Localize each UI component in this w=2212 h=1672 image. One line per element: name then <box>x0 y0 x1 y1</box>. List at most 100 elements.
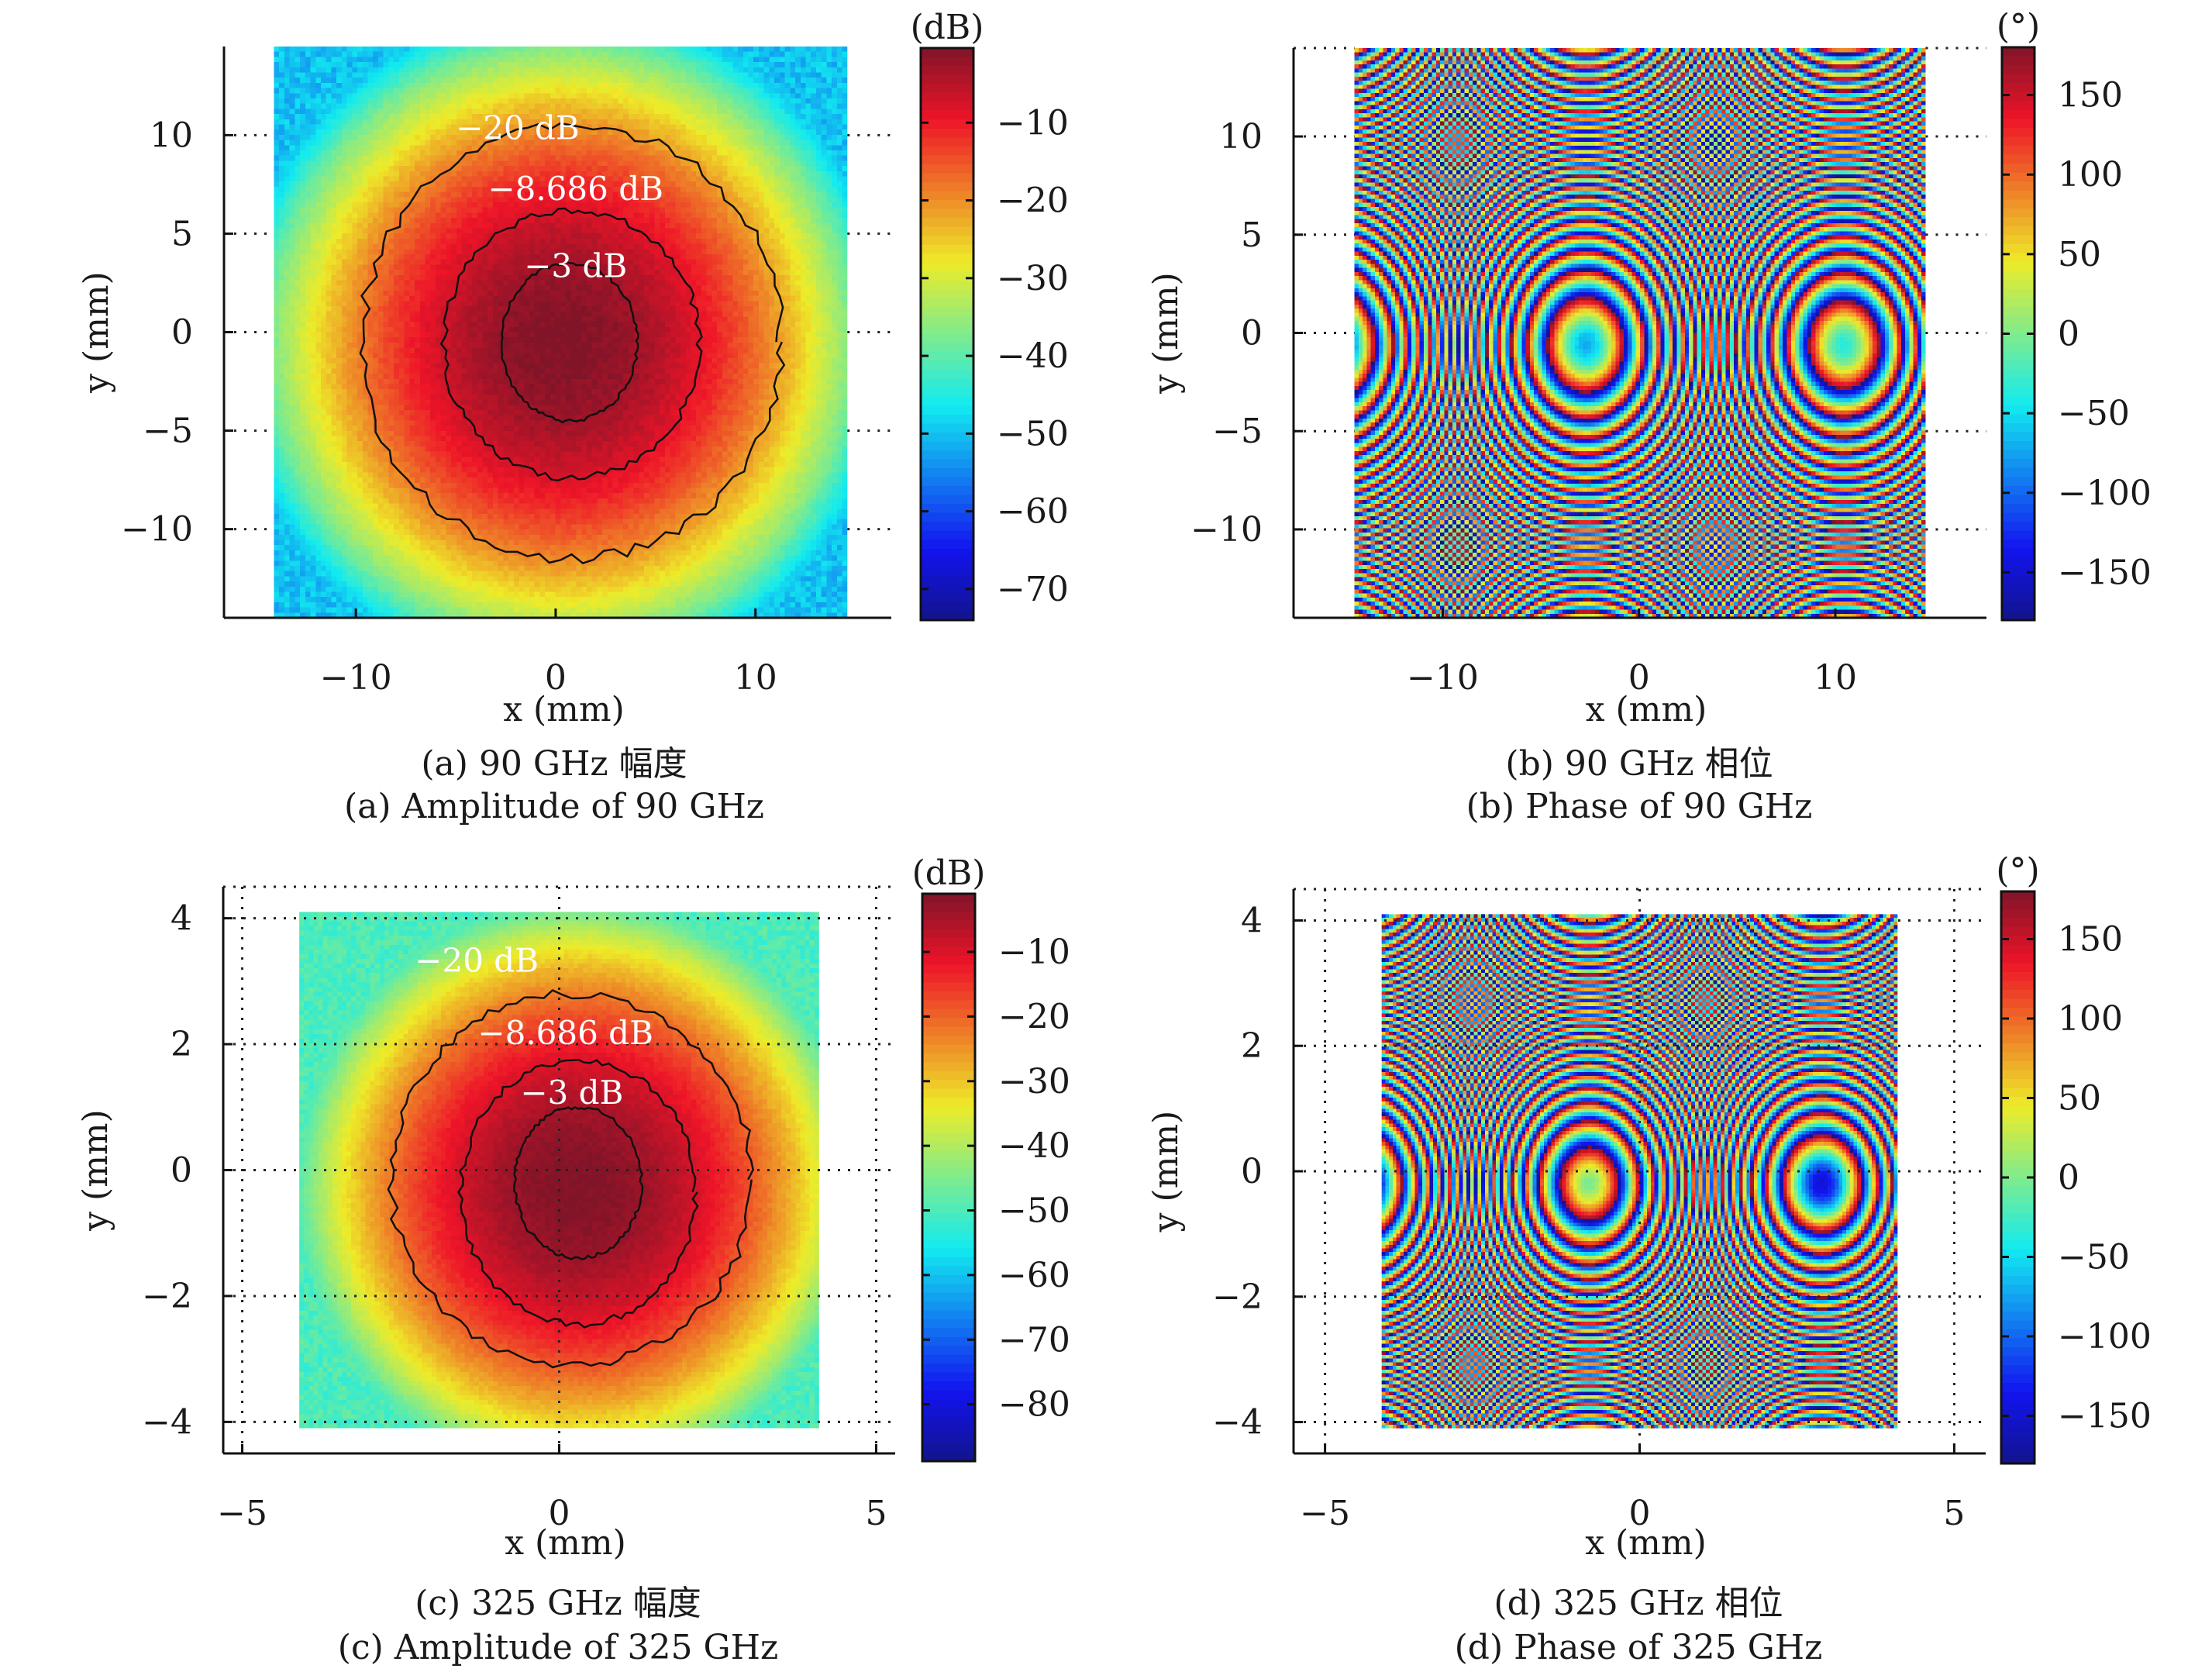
contour-label: −3 dB <box>520 1074 623 1112</box>
colorbar-tick-label: −30 <box>998 1062 1070 1101</box>
y-tick-label: 5 <box>1241 215 1263 255</box>
caption-english: (b) Phase of 90 GHz <box>1466 787 1813 826</box>
x-tick-label: 10 <box>1814 658 1857 698</box>
y-tick-label: −10 <box>1190 510 1263 550</box>
x-axis-label: x (mm) <box>1586 690 1707 729</box>
contour-line--3 <box>513 1105 644 1260</box>
colorbar-tick-label: −40 <box>998 1126 1070 1166</box>
colorbar-tick-label: −70 <box>998 1320 1070 1360</box>
amplitude-heatmap <box>274 47 848 618</box>
colorbar-tick-label: −40 <box>997 336 1069 376</box>
x-tick-label: 0 <box>1628 658 1650 698</box>
y-tick-label: 10 <box>1219 117 1263 157</box>
colorbar-tick-label: 150 <box>2058 920 2123 960</box>
colorbar-tick-label: −20 <box>997 181 1069 221</box>
caption-chinese: (b) 90 GHz 相位 <box>1505 744 1773 784</box>
contour-line--8.686 <box>457 1058 699 1329</box>
y-axis-label: y (mm) <box>1146 1111 1186 1233</box>
y-tick-label: 0 <box>1241 1152 1263 1191</box>
colorbar-tick-label: −80 <box>998 1385 1070 1425</box>
colorbar-tick-label: −10 <box>997 103 1069 143</box>
colorbar-tick-label: −50 <box>2058 394 2130 433</box>
colorbar-tick-label: −50 <box>2058 1238 2130 1277</box>
colorbar-tick-label: 100 <box>2058 999 2123 1039</box>
y-tick-label: 2 <box>1241 1026 1263 1066</box>
x-axis-label: x (mm) <box>503 690 625 729</box>
colorbar-tick-label: 50 <box>2058 1079 2101 1119</box>
contour-label: −8.686 dB <box>477 1014 653 1052</box>
colorbar-tick-label: −30 <box>997 259 1069 298</box>
x-axis-label: x (mm) <box>1585 1523 1707 1563</box>
y-axis-label: y (mm) <box>76 1109 115 1232</box>
colorbar-gradient <box>922 894 975 1461</box>
caption-english: (d) Phase of 325 GHz <box>1455 1628 1823 1667</box>
contour-label: −3 dB <box>524 246 627 284</box>
colorbar-tick-label: −20 <box>998 997 1070 1036</box>
colorbar-tick-label: −60 <box>997 492 1069 532</box>
colorbar-unit-label: (°) <box>1997 7 2040 47</box>
x-tick-label: 0 <box>1629 1494 1651 1533</box>
colorbar-unit-label: (dB) <box>911 8 984 47</box>
y-tick-label: 0 <box>1241 314 1263 353</box>
colorbar-tick-label: −50 <box>997 414 1069 453</box>
y-tick-label: −5 <box>1212 412 1263 451</box>
y-tick-label: 0 <box>171 1151 192 1191</box>
contour-line--3 <box>500 260 639 424</box>
caption-chinese: (a) 90 GHz 幅度 <box>421 744 687 784</box>
y-axis-label: y (mm) <box>1146 272 1186 395</box>
colorbar-unit-label: (°) <box>1996 851 2039 891</box>
y-tick-label: −2 <box>1212 1277 1263 1317</box>
caption-chinese: (c) 325 GHz 幅度 <box>415 1584 701 1623</box>
colorbar-tick-label: −50 <box>998 1191 1070 1231</box>
y-tick-label: −4 <box>1212 1403 1263 1443</box>
y-axis-label: y (mm) <box>77 271 116 394</box>
y-tick-label: −2 <box>142 1277 192 1316</box>
contour-label: −20 dB <box>415 942 539 980</box>
contour-line--20 <box>387 989 755 1369</box>
x-tick-label: −5 <box>217 1494 267 1533</box>
contour-line--8.686 <box>439 207 703 482</box>
colorbar-tick-label: −100 <box>2058 1317 2152 1357</box>
x-tick-label: −10 <box>320 658 392 698</box>
x-tick-label: −10 <box>1407 658 1479 698</box>
y-tick-label: 2 <box>171 1025 192 1064</box>
contour-label: −20 dB <box>456 109 580 147</box>
y-tick-label: −10 <box>121 510 193 550</box>
x-tick-label: 5 <box>1943 1494 1965 1533</box>
phase-heatmap <box>1354 48 1926 618</box>
x-tick-label: 0 <box>545 658 567 698</box>
colorbar-frame <box>921 892 977 1463</box>
x-tick-label: 5 <box>865 1494 887 1533</box>
colorbar-tick-label: 50 <box>2058 235 2101 274</box>
colorbar-tick-label: −150 <box>2058 1397 2152 1436</box>
colorbar-gradient <box>921 48 973 620</box>
contour-line--20 <box>359 122 786 564</box>
colorbar-tick-label: −60 <box>998 1256 1070 1295</box>
colorbar-unit-label: (dB) <box>912 853 986 893</box>
y-tick-label: 4 <box>1241 901 1263 940</box>
x-tick-label: −5 <box>1300 1494 1350 1533</box>
colorbar-tick-label: −100 <box>2058 474 2152 513</box>
colorbar-tick-label: 0 <box>2058 1158 2079 1198</box>
colorbar-tick-label: −70 <box>997 570 1069 609</box>
panel-a: −3 dB −8.686 dB −20 dB −10 0 10 10 5 0 −5 −10 x (mm… <box>77 8 1069 826</box>
colorbar-tick-label: −10 <box>998 933 1070 972</box>
y-tick-label: 0 <box>171 313 193 353</box>
contour-label: −8.686 dB <box>488 170 663 208</box>
y-tick-label: −5 <box>143 412 193 451</box>
caption-chinese: (d) 325 GHz 相位 <box>1494 1584 1783 1623</box>
y-tick-label: −4 <box>142 1402 192 1442</box>
x-axis-label: x (mm) <box>505 1523 626 1563</box>
colorbar-tick-label: 0 <box>2058 315 2079 354</box>
colorbar-tick-label: 150 <box>2058 76 2123 115</box>
y-tick-label: 5 <box>171 214 193 253</box>
colorbar-frame <box>919 47 975 622</box>
colorbar-tick-label: 100 <box>2058 155 2123 195</box>
y-tick-label: 4 <box>171 899 192 939</box>
x-tick-label: 0 <box>549 1494 570 1533</box>
